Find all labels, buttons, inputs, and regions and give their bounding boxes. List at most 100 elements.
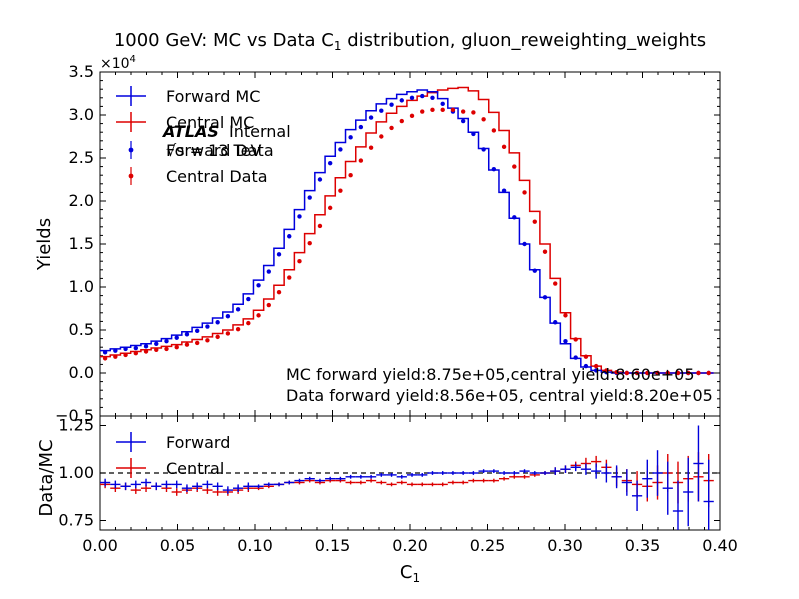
- top-legend: Forward MC Central MC Forward Data Centr…: [116, 86, 274, 186]
- central-data-point: [276, 289, 282, 295]
- central-data-point: [501, 144, 507, 150]
- forward-data-point: [317, 177, 323, 182]
- central-data-point: [184, 342, 190, 347]
- central-data-point: [133, 351, 139, 356]
- forward-data-point: [563, 338, 568, 344]
- forward-data-point: [460, 118, 466, 124]
- forward-data-point: [266, 269, 271, 274]
- legend-label: Forward Data: [166, 141, 274, 160]
- central-data-point: [675, 370, 681, 376]
- forward-data-point: [297, 214, 302, 219]
- central-data-point: [430, 107, 435, 113]
- forward-data-point: [512, 215, 517, 220]
- legend-label: Forward MC: [166, 87, 260, 106]
- x-tick-label: 0.10: [237, 536, 273, 555]
- central-data-point: [604, 368, 609, 373]
- central-data-point: [368, 145, 374, 150]
- forward-data-point: [225, 314, 231, 319]
- x-tick-label: 0.00: [82, 536, 118, 555]
- forward-data-point: [154, 341, 159, 346]
- x-tick-label: 0.25: [470, 536, 506, 555]
- central-data-point: [440, 107, 445, 113]
- y-tick-label: 0.75: [58, 511, 94, 530]
- central-data-point: [287, 275, 292, 280]
- central-data-point: [553, 281, 558, 286]
- central-data-point: [532, 219, 537, 224]
- top-panel: −0.5 0.0 0.5 1.0 1.5 2.0 2.5 3.0 3.5 Yields ×104…: [34, 54, 721, 425]
- atlas-internal-label: Internal: [229, 122, 291, 141]
- legend-entry-central-data: Central Data: [128, 167, 268, 186]
- forward-data-point: [420, 93, 425, 99]
- central-data-point: [297, 259, 302, 264]
- y-tick-label: 0.0: [69, 363, 94, 382]
- central-data-point: [624, 370, 630, 376]
- x-axis-label: C1: [400, 562, 420, 585]
- bottom-y-axis-label: Data/MC: [36, 439, 57, 516]
- y-tick-label: 0.5: [69, 320, 94, 339]
- forward-data-point: [143, 344, 149, 349]
- legend-label: Central MC: [166, 113, 254, 132]
- forward-data-point: [246, 296, 251, 302]
- central-data-point: [645, 370, 650, 376]
- central-data-point: [307, 240, 312, 246]
- central-data-point: [696, 370, 701, 376]
- central-data-point: [154, 347, 159, 352]
- central-data-point: [460, 109, 466, 114]
- legend-entry-forward: Forward: [116, 432, 230, 452]
- bottom-legend: Forward Central: [116, 432, 230, 478]
- forward-data-point: [287, 234, 292, 239]
- central-data-point: [348, 173, 353, 178]
- central-data-point: [205, 338, 210, 343]
- forward-data-point: [307, 195, 312, 200]
- central-data-point: [471, 110, 476, 115]
- central-data-point: [194, 340, 200, 346]
- x-tick-label: 0.15: [315, 536, 351, 555]
- central-data-point: [665, 370, 670, 376]
- forward-data-point: [113, 348, 118, 353]
- central-data-point: [583, 354, 589, 359]
- forward-data-point: [440, 101, 445, 107]
- central-data-point: [614, 369, 619, 375]
- central-data-point: [522, 190, 527, 195]
- central-data-point: [327, 205, 333, 211]
- central-data-point: [215, 334, 220, 340]
- central-data-point: [317, 223, 323, 229]
- forward-data-point: [481, 147, 486, 152]
- forward-data-point: [501, 188, 507, 193]
- forward-data-point: [379, 108, 384, 113]
- legend-entry-forward-mc: Forward MC: [116, 86, 260, 106]
- y-tick-label: 1.25: [58, 416, 94, 435]
- forward-data-point: [532, 268, 537, 273]
- top-y-scale-label: ×104: [100, 54, 136, 72]
- central-data-point: [358, 158, 364, 163]
- central-data-point: [409, 113, 415, 119]
- forward-data-point: [542, 295, 548, 300]
- legend-label: Central: [166, 459, 224, 478]
- x-tick-label: 0.40: [702, 536, 738, 555]
- central-data-point: [542, 249, 548, 254]
- y-tick-label: 1.00: [58, 463, 94, 482]
- top-y-axis-label: Yields: [34, 218, 55, 271]
- central-data-point: [686, 370, 691, 376]
- forward-data-point: [205, 324, 210, 329]
- forward-data-point: [583, 363, 589, 369]
- legend-entry-central: Central: [116, 458, 224, 478]
- central-data-point: [164, 346, 169, 352]
- forward-data-point: [522, 241, 527, 247]
- central-data-point: [420, 109, 425, 114]
- forward-data-point: [123, 346, 128, 352]
- forward-data-point: [409, 95, 415, 101]
- forward-data-point: [430, 95, 435, 101]
- forward-data-point: [389, 102, 394, 107]
- mc-yield-annotation: MC forward yield:8.75e+05,central yield:…: [286, 365, 695, 384]
- central-data-point: [143, 349, 149, 354]
- y-tick-label: 3.5: [69, 62, 94, 81]
- forward-data-point: [553, 320, 558, 325]
- y-tick-label: 1.5: [69, 234, 94, 253]
- legend-entry-forward-data: Forward Data: [128, 141, 274, 160]
- legend-label: Forward: [166, 433, 230, 452]
- central-data-point: [266, 302, 271, 308]
- forward-data-point: [174, 335, 179, 340]
- forward-data-point: [573, 355, 578, 360]
